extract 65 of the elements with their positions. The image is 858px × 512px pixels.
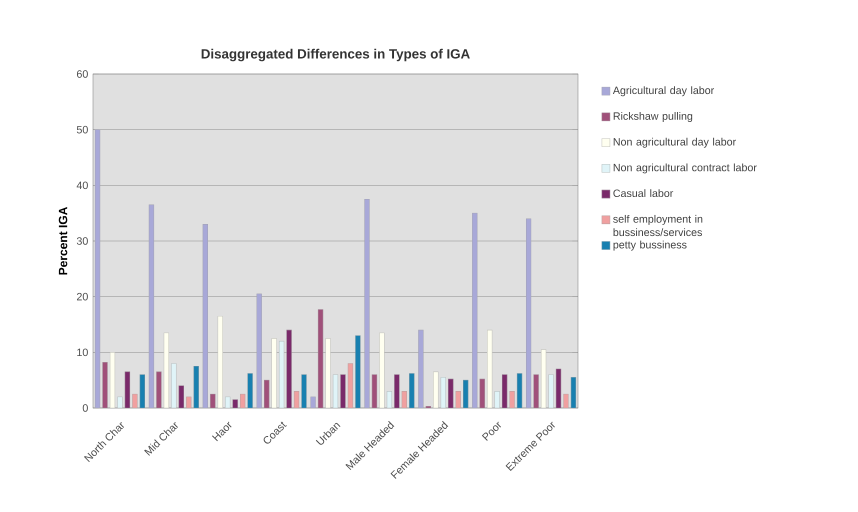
bar [463,380,468,408]
bar [440,377,446,408]
bar [278,340,284,408]
chart-title: Disaggregated Differences in Types of IGA [202,48,470,62]
bar [194,366,199,408]
bar [294,391,300,408]
bar [448,378,454,408]
bar [202,224,208,408]
bar [563,394,569,408]
bar [487,330,492,408]
legend-label: Rickshaw pulling [614,112,692,122]
bar [240,394,246,408]
bar [178,385,184,408]
bar [132,394,138,408]
y-tick-label: 50 [76,126,88,134]
bar [156,372,162,408]
bar [355,335,361,408]
bar [548,374,554,408]
y-axis-title: Percent IGA [58,206,68,275]
bar [232,399,238,408]
legend-label: Agricultural day labor [612,86,714,96]
legend-label: Non agricultural day labor [614,138,736,148]
legend-label: Non agricultural contract labor [614,163,757,174]
bar [301,374,307,408]
y-tick-label: 10 [77,348,88,356]
bar [472,212,478,408]
bar [394,374,400,408]
bar [494,391,500,408]
legend-label: petty bussiness [614,240,687,251]
bar [533,374,539,408]
bar [247,373,253,408]
bar [409,373,414,408]
bar [218,316,223,408]
bar [186,396,192,408]
bar [171,363,176,408]
bar [318,309,324,408]
legend-label: Casual labor [613,189,674,198]
bar [117,396,123,408]
bar [480,378,485,408]
bar [402,391,407,408]
y-tick-label: 20 [76,292,88,300]
bar [225,396,230,408]
bar [286,330,292,408]
bar [140,374,146,408]
y-tick-label: 0 [82,404,88,412]
bar [372,374,378,408]
y-tick-label: 40 [76,182,88,190]
bar [502,374,508,408]
bar [570,377,576,408]
bar [210,394,216,408]
bar [264,380,270,408]
bar [332,374,338,408]
y-tick-label: 30 [76,237,88,245]
bar [556,368,562,408]
bar [124,372,130,408]
bar [340,374,346,408]
bar [516,373,522,408]
bar [102,362,108,408]
bar [433,372,438,408]
y-tick-label: 60 [76,70,88,78]
bar [456,391,461,408]
bar [386,391,392,408]
bar [256,294,262,408]
bar [509,391,515,408]
bar [348,363,354,408]
